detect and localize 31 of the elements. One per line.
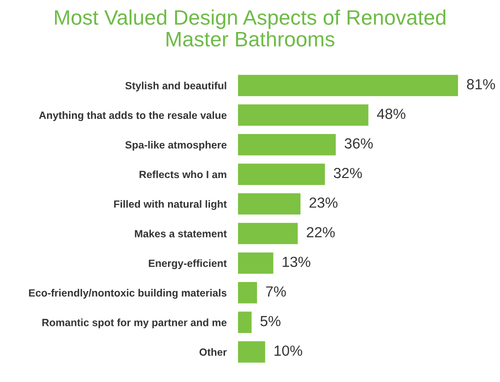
data-label: 48% bbox=[377, 108, 406, 119]
y-tick-label: Spa-like atmosphere bbox=[125, 140, 227, 151]
bar bbox=[238, 74, 458, 96]
y-tick-label: Romantic spot for my partner and me bbox=[42, 318, 227, 328]
data-label: 5% bbox=[260, 316, 280, 326]
y-tick-label: Reflects who I am bbox=[140, 170, 226, 178]
data-label: 36% bbox=[344, 138, 373, 149]
data-label: 81% bbox=[466, 79, 496, 90]
bar bbox=[238, 104, 368, 126]
bar bbox=[238, 252, 274, 274]
bar bbox=[238, 193, 300, 215]
data-label: 10% bbox=[274, 346, 302, 356]
data-label: 32% bbox=[334, 168, 362, 178]
bar bbox=[238, 134, 336, 156]
bar bbox=[238, 341, 266, 363]
bar bbox=[238, 282, 258, 304]
y-tick-label: Other bbox=[200, 348, 227, 356]
chart-title: Most Valued Design Aspects of Renovated Master Bathrooms bbox=[55, 10, 446, 47]
bar bbox=[238, 312, 252, 333]
y-tick-label: Stylish and beautiful bbox=[125, 82, 226, 92]
y-tick-label: Filled with natural light bbox=[114, 200, 227, 210]
data-label: 13% bbox=[282, 256, 310, 268]
y-tick-label: Makes a statement bbox=[134, 230, 227, 238]
data-label: 23% bbox=[310, 197, 338, 208]
data-label: 22% bbox=[306, 227, 335, 238]
y-tick-label: Energy-efficient bbox=[148, 259, 227, 270]
y-tick-label: Eco-friendly/nontoxic building materials bbox=[29, 288, 226, 299]
bar bbox=[238, 164, 325, 185]
y-tick-label: Anything that adds to the resale value bbox=[39, 111, 227, 122]
data-label: 7% bbox=[266, 286, 286, 297]
bar bbox=[238, 222, 298, 244]
